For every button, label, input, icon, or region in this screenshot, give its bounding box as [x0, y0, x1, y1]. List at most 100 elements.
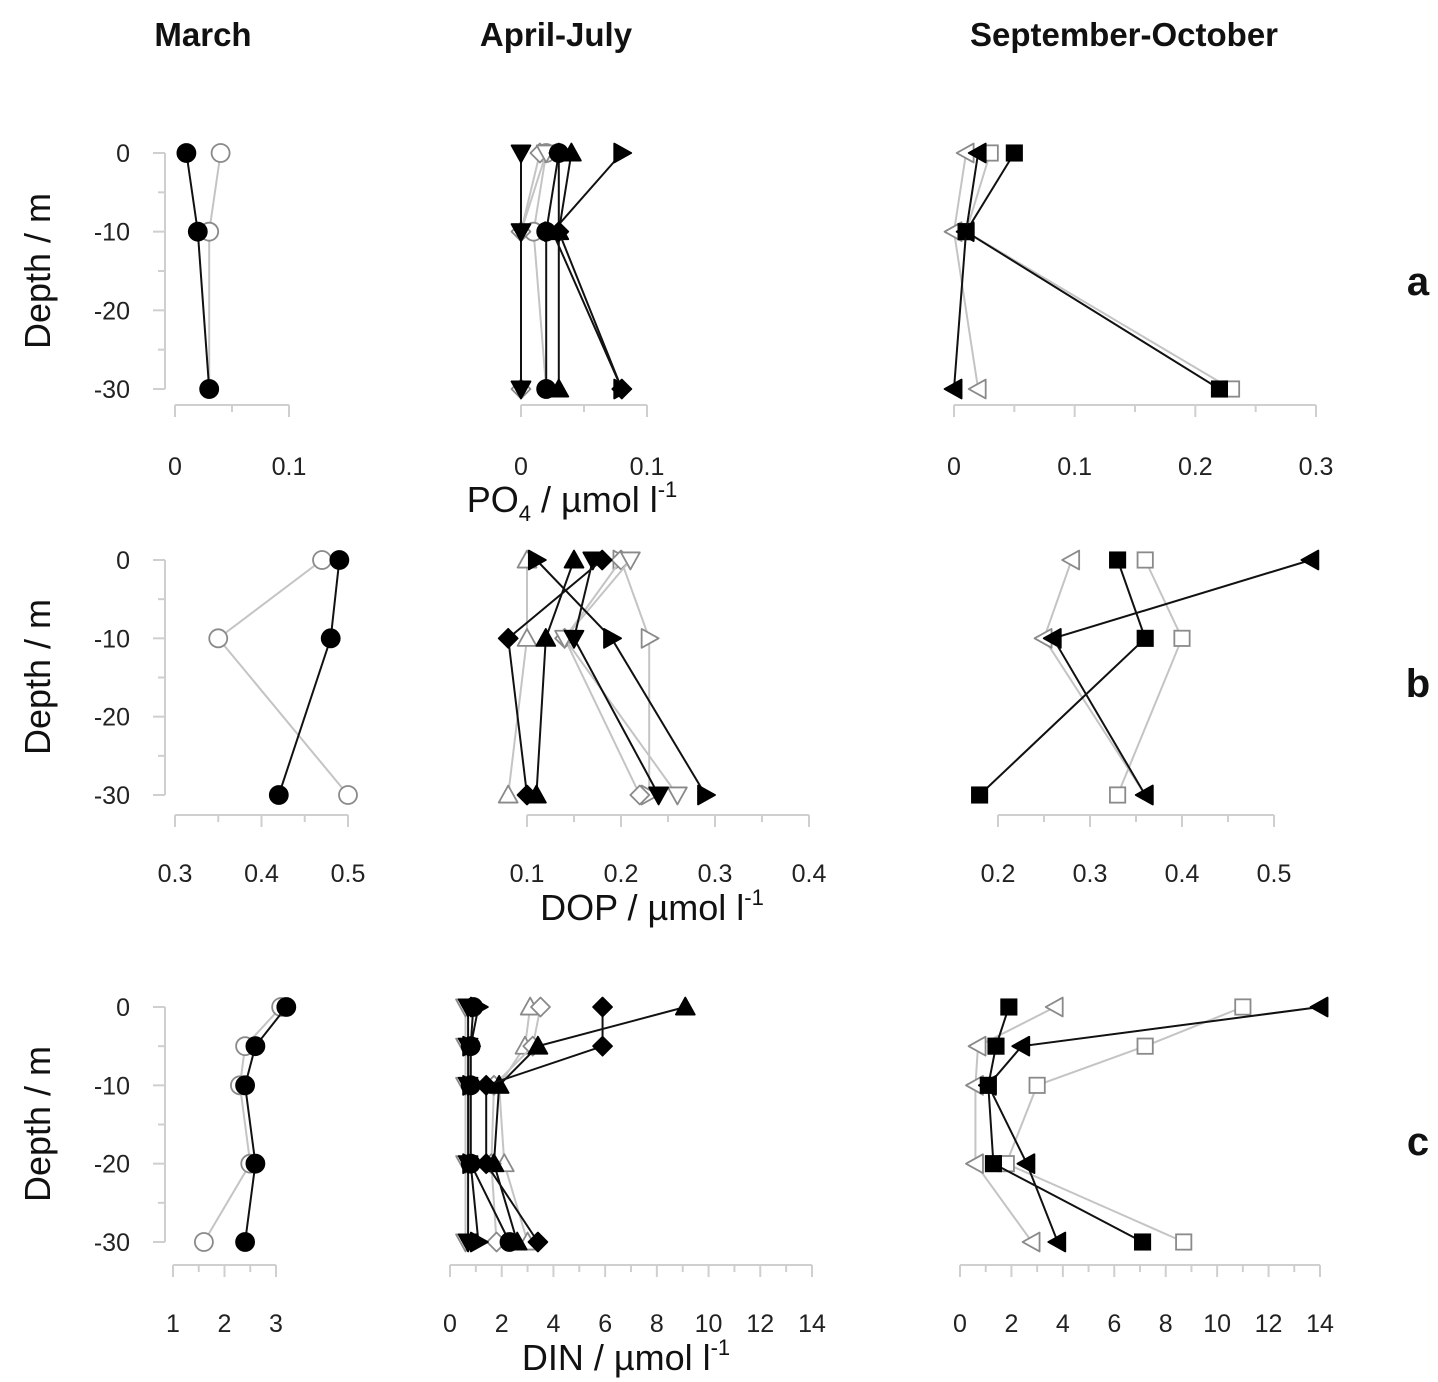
series-tri-left-open: [943, 142, 987, 400]
series-line: [485, 1007, 604, 1243]
data-point: [1309, 996, 1329, 1018]
x-tick-label: 0.5: [331, 860, 366, 888]
x-tick-label: 12: [1255, 1310, 1283, 1338]
x-tick-label: 3: [269, 1310, 283, 1338]
row-label-b: b: [1406, 662, 1430, 706]
data-point: [176, 143, 197, 163]
series-circle-open: [208, 550, 358, 805]
series-tri-left-open: [1033, 549, 1154, 806]
y-tick-label: 0: [116, 140, 130, 168]
x-tick-label: 0.4: [792, 860, 827, 888]
x-axis-label-row-c: DIN / µmol l-1: [522, 1335, 730, 1378]
data-point: [1061, 549, 1081, 571]
series-tri-down-filled: [563, 551, 669, 806]
series-tri-up-filled: [483, 996, 696, 1251]
series-circle-open: [193, 997, 292, 1252]
series-tri-left-filled: [943, 142, 987, 400]
series-line: [563, 559, 641, 796]
series-diamond-open: [481, 996, 551, 1253]
data-point: [640, 627, 660, 649]
x-tick-label: 0.5: [1257, 860, 1292, 888]
y-tick-label: -10: [94, 625, 130, 653]
data-point: [563, 629, 585, 649]
panel-a-sept: 0 0.1 0.2 0.3: [943, 142, 1334, 481]
series-line: [1116, 559, 1184, 796]
data-point: [611, 378, 633, 400]
x-tick-label: 0: [168, 453, 182, 481]
x-tick-label: 0.3: [1299, 453, 1334, 481]
data-point: [592, 996, 613, 1018]
data-point: [516, 784, 538, 806]
data-point: [460, 1075, 481, 1096]
series-line: [978, 559, 1147, 796]
y-tick-label: -10: [94, 1072, 130, 1100]
series-line: [185, 152, 211, 390]
data-point: [591, 549, 613, 571]
data-point: [548, 143, 569, 163]
row-label-a: a: [1407, 260, 1430, 304]
data-point: [943, 378, 963, 400]
series-square-open: [997, 998, 1252, 1251]
panels-layer: 0 0.10-10-20-300 0.1 0 0.1 0.2 0.30.3 0.4 0.50-1…: [94, 140, 1334, 1338]
series-diamond-filled: [475, 996, 613, 1253]
panel-b-sept: 0.2 0.3 0.4 0.5: [971, 549, 1320, 888]
series-tri-right-filled: [462, 996, 489, 1253]
x-tick-label: 0: [514, 453, 528, 481]
series-tri-up-open: [497, 549, 538, 804]
x-tick-label: 6: [1107, 1310, 1121, 1338]
data-point: [199, 379, 220, 399]
data-point: [1210, 380, 1229, 398]
panel-c-april: 0 2 4 6 8 10 12 14: [443, 996, 826, 1338]
column-title-september-october: September-October: [970, 16, 1278, 53]
series-tri-down-open: [554, 551, 688, 806]
data-point: [527, 1231, 549, 1253]
data-point: [460, 1036, 481, 1057]
row-label-c: c: [1407, 1120, 1429, 1164]
series-tri-left-filled: [1042, 549, 1320, 806]
data-point: [235, 1075, 256, 1096]
data-point: [463, 997, 484, 1017]
data-point: [210, 143, 231, 163]
data-point: [1300, 549, 1320, 571]
data-point: [592, 1035, 613, 1057]
series-square-filled: [979, 998, 1152, 1251]
x-tick-label: 0.3: [1073, 860, 1108, 888]
series-line: [277, 559, 341, 796]
series-diamond-filled: [548, 142, 633, 400]
data-point: [697, 784, 716, 806]
series-line: [507, 560, 528, 796]
series-tri-up-filled: [526, 549, 585, 804]
panel-c-march: 1 2 3 0 -10 -20 -30: [94, 994, 297, 1338]
series-tri-down-filled: [510, 144, 532, 400]
x-tick-label: 0.2: [1178, 453, 1213, 481]
data-point: [1028, 1076, 1046, 1094]
column-title-april-july: April-July: [480, 16, 633, 53]
x-tick-label: 2: [1004, 1310, 1018, 1338]
data-point: [1109, 551, 1127, 569]
data-point: [1044, 996, 1064, 1018]
y-tick-label: -10: [94, 219, 130, 247]
data-point: [312, 550, 332, 570]
data-point: [971, 786, 989, 804]
data-point: [967, 142, 987, 164]
data-point: [510, 380, 532, 400]
data-point: [536, 221, 557, 242]
data-point: [497, 627, 519, 649]
x-tick-label: 2: [495, 1310, 509, 1338]
x-axis-label-row-a: PO4 / µmol l-1: [467, 477, 678, 526]
data-point: [967, 1035, 987, 1057]
series-square-open: [1109, 551, 1191, 804]
x-tick-label: 0.3: [698, 860, 733, 888]
data-point: [1136, 551, 1154, 569]
column-title-march: March: [154, 16, 251, 53]
series-line: [953, 152, 980, 390]
data-point: [193, 1232, 214, 1252]
data-point: [563, 549, 585, 569]
data-point: [320, 628, 341, 649]
y-tick-label: 0: [116, 547, 130, 575]
y-tick-label: -20: [94, 297, 130, 325]
x-tick-label: 2: [218, 1310, 232, 1338]
data-point: [187, 221, 208, 242]
panel-a-april: 0 0.1: [510, 142, 664, 481]
